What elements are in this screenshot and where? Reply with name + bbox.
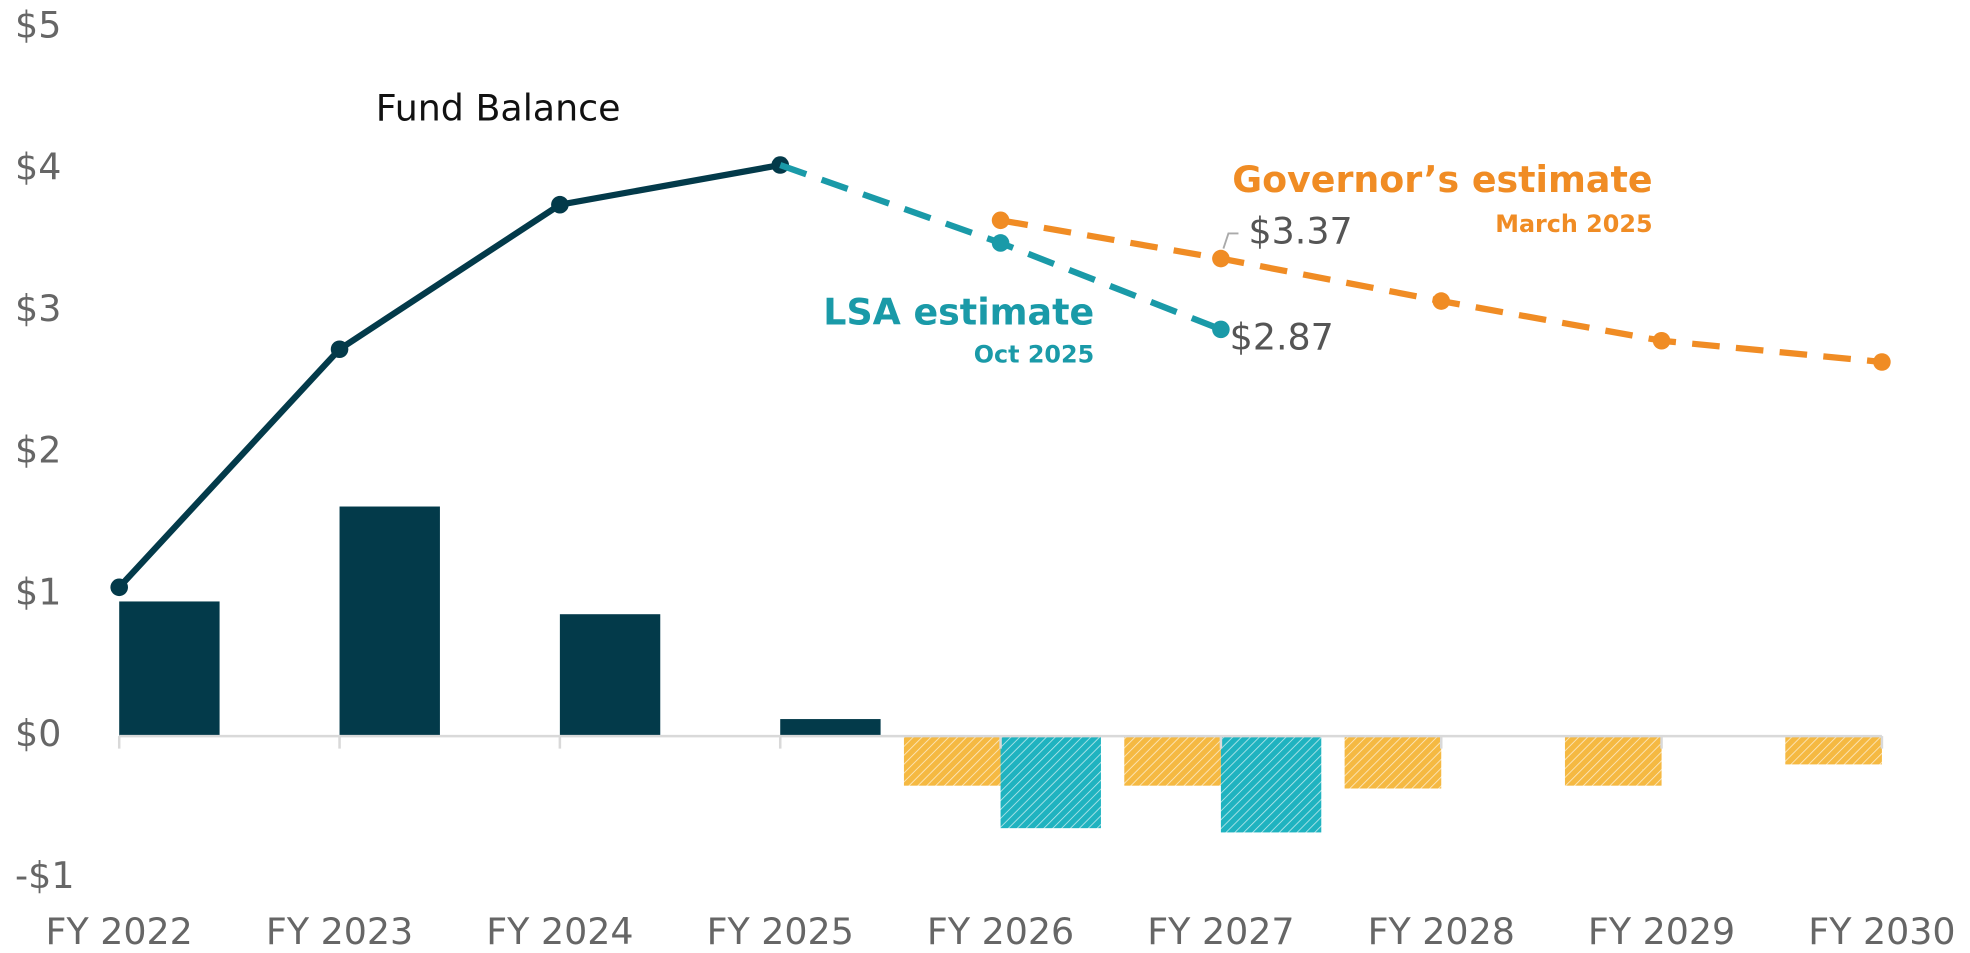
bar (903, 736, 1001, 786)
y-tick-label: $5 (15, 4, 61, 47)
x-tick-label: FY 2024 (486, 910, 633, 953)
point (1873, 353, 1891, 371)
point (551, 195, 569, 214)
leader-line (1222, 232, 1239, 249)
x-tick-label: FY 2029 (1588, 910, 1735, 953)
point (991, 234, 1010, 252)
x-tick-label: FY 2023 (266, 910, 413, 953)
x-tick-label: FY 2026 (927, 910, 1074, 953)
value-label: $2.87 (1230, 315, 1334, 358)
point (1212, 320, 1230, 339)
point (1652, 331, 1671, 350)
x-tick-label: FY 2030 (1808, 910, 1955, 953)
bar (1344, 736, 1442, 789)
x-tick-label: FY 2027 (1147, 910, 1294, 953)
point (110, 578, 128, 597)
y-tick-label: $4 (15, 145, 61, 188)
bar (339, 506, 440, 737)
y-tick-label: $1 (15, 570, 61, 613)
bar (1564, 736, 1662, 786)
point (1432, 292, 1451, 310)
series-label: LSA estimate (823, 291, 1094, 334)
line (1000, 217, 1883, 366)
point (991, 211, 1010, 230)
bar (1785, 736, 1882, 765)
bar (1220, 736, 1322, 833)
y-tick-label: $2 (15, 429, 61, 472)
x-tick-label: FY 2022 (46, 910, 193, 953)
y-tick-label: -$1 (15, 854, 74, 897)
bar (1000, 736, 1101, 829)
y-tick-label: $3 (15, 287, 61, 330)
bar (780, 719, 881, 737)
series-label: Governor’s estimate (1232, 158, 1652, 201)
value-label: $3.37 (1249, 209, 1353, 252)
annotation: Fund Balance (376, 86, 621, 129)
point (330, 340, 349, 359)
bar (1124, 736, 1221, 786)
series-sublabel: Oct 2025 (974, 341, 1094, 369)
y-tick-label: $0 (15, 712, 61, 755)
bar (559, 614, 661, 737)
series-sublabel: March 2025 (1495, 210, 1652, 238)
bar (119, 601, 220, 737)
line (116, 161, 781, 590)
x-tick-label: FY 2028 (1368, 910, 1515, 953)
point (1212, 249, 1230, 268)
x-tick-label: FY 2025 (707, 910, 854, 953)
